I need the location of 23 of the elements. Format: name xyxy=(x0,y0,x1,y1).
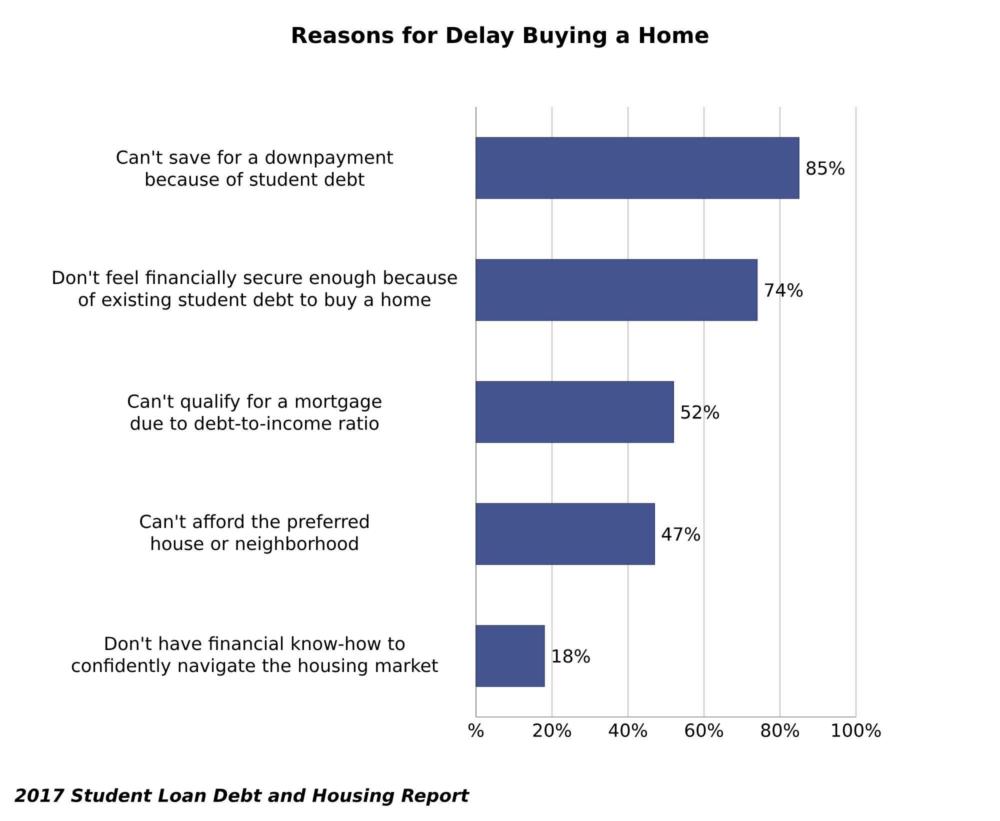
data-label: 47% xyxy=(662,527,700,541)
data-label: 18% xyxy=(552,649,590,663)
x-tick-label: 40% xyxy=(608,723,648,738)
text: 2017 Student Loan Debt and Housing Report xyxy=(14,788,470,806)
chart-title: Reasons for Delay Buying a Home xyxy=(292,26,708,48)
bar xyxy=(476,625,545,687)
x-tick-label: 80% xyxy=(761,723,800,738)
data-label: 85% xyxy=(806,161,844,175)
x-tick-label: 100% xyxy=(832,723,881,738)
bar xyxy=(476,503,655,565)
y-tick-label: Don't feel financially secure enough because of existing student debt to buy a home xyxy=(53,270,457,310)
x-tick-label: 60% xyxy=(685,723,724,738)
y-tick-label: Can't qualify for a mortgage due to debt-to-income ratio xyxy=(128,394,382,430)
bar xyxy=(476,259,758,321)
bar xyxy=(476,381,674,443)
y-tick-label: Can't afford the preferred house or neighborhood xyxy=(140,514,368,554)
data-label: 74% xyxy=(765,283,803,297)
y-tick-label: Don't have financial know-how to confidently navigate the housing market xyxy=(72,636,438,676)
bar xyxy=(476,137,800,199)
x-tick-label: 20% xyxy=(533,723,572,738)
x-tick-label: % xyxy=(468,723,484,738)
data-label: 52% xyxy=(681,405,720,419)
y-tick-label: Can't save for a downpayment because of student debt xyxy=(116,150,394,186)
